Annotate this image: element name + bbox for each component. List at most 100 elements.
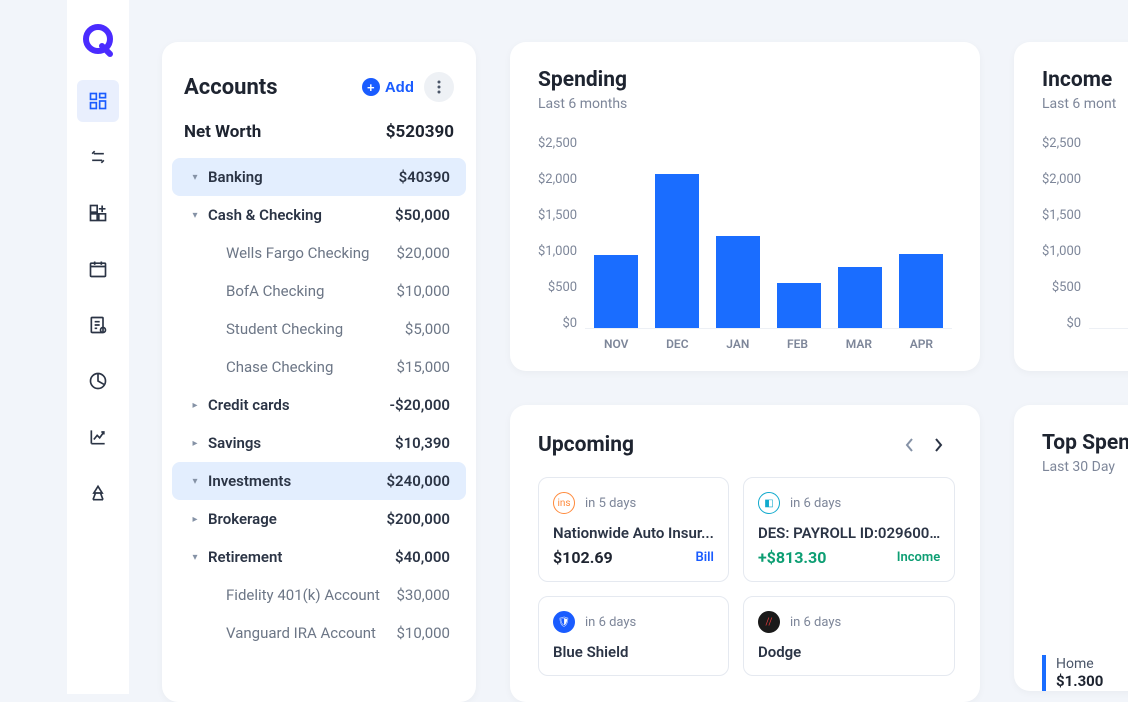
nav-investments[interactable] [77, 416, 119, 458]
txn-tag: Income [897, 550, 940, 565]
spending-bar[interactable] [838, 267, 882, 328]
row-chevron-icon: ▾ [188, 476, 202, 487]
account-value: $15,000 [396, 358, 450, 376]
account-label: Chase Checking [208, 358, 396, 376]
nav-dashboard[interactable] [77, 80, 119, 122]
nav-sidebar [67, 0, 129, 694]
upcoming-next-button[interactable] [924, 431, 952, 459]
spending-bar[interactable] [899, 254, 943, 328]
spending-subtitle: Last 6 months [538, 96, 952, 112]
x-tick-label: DEC [666, 337, 688, 351]
spending-bar[interactable] [716, 236, 760, 328]
account-row[interactable]: Chase Checking$15,000 [172, 348, 466, 386]
account-row[interactable]: ▾ Cash & Checking$50,000 [172, 196, 466, 234]
account-label: Cash & Checking [208, 206, 395, 224]
account-value: $10,000 [396, 282, 450, 300]
account-label: Savings [208, 434, 395, 452]
account-row[interactable]: ▸Savings$10,390 [172, 424, 466, 462]
account-value: $20,000 [396, 244, 450, 262]
x-tick-label: JAN [726, 337, 749, 351]
upcoming-item[interactable]: 🛡in 6 daysBlue Shield [538, 596, 729, 676]
nav-budgets[interactable] [77, 192, 119, 234]
spending-bars [585, 136, 952, 329]
upcoming-prev-button[interactable] [896, 431, 924, 459]
account-label: Retirement [208, 548, 395, 566]
x-tick-label: APR [910, 337, 933, 351]
txn-name: Nationwide Auto Insur... [553, 524, 714, 542]
merchant-icon: // [758, 611, 780, 633]
row-chevron-icon: ▸ [188, 438, 202, 449]
nav-reports[interactable] [77, 304, 119, 346]
topspend-subtitle: Last 30 Day [1042, 459, 1128, 475]
networth-value: $520390 [386, 122, 454, 142]
y-tick-label: $2,500 [538, 136, 577, 151]
nav-calendar[interactable] [77, 248, 119, 290]
account-value: -$20,000 [390, 396, 450, 414]
x-tick-label: NOV [604, 337, 628, 351]
account-row[interactable]: ▾Banking$40390 [172, 158, 466, 196]
txn-amount: +$813.30 [758, 548, 826, 567]
upcoming-item[interactable]: insin 5 daysNationwide Auto Insur...$102… [538, 477, 729, 582]
add-account-button[interactable]: + Add [362, 78, 414, 96]
upcoming-item[interactable]: // in 6 days Dodge [743, 596, 955, 676]
topspend-item[interactable]: Home $1.300 [1042, 655, 1128, 691]
account-row[interactable]: BofA Checking$10,000 [172, 272, 466, 310]
spending-chart: $2,500$2,000$1,500$1,000$500$0 NOVDECJAN… [538, 136, 952, 351]
account-row[interactable]: ▾ Retirement$40,000 [172, 538, 466, 576]
y-tick-label: $1,000 [538, 244, 577, 259]
account-value: $200,000 [386, 510, 450, 528]
account-label: Wells Fargo Checking [208, 244, 396, 262]
account-value: $40,000 [395, 548, 450, 566]
spending-bar[interactable] [594, 255, 638, 328]
txn-when: in 6 days [790, 615, 841, 630]
accounts-more-button[interactable] [424, 72, 454, 102]
txn-when: in 6 days [790, 496, 841, 511]
spending-x-axis: NOVDECJANFEBMARAPR [585, 329, 952, 351]
account-row[interactable]: Fidelity 401(k) Account$30,000 [172, 576, 466, 614]
row-chevron-icon: ▾ [188, 210, 202, 221]
account-value: $50,000 [395, 206, 450, 224]
add-label: Add [385, 79, 414, 96]
account-row[interactable]: ▾ Investments$240,000 [172, 462, 466, 500]
y-tick-label: $2,000 [1042, 172, 1081, 187]
accounts-list: ▾Banking$40390▾Cash & Checking$50,000Wel… [162, 158, 476, 652]
account-row[interactable]: ▸Credit cards-$20,000 [172, 386, 466, 424]
account-label: Fidelity 401(k) Account [208, 586, 396, 604]
accounts-panel: Accounts + Add Net Worth $520390 ▾Bankin… [162, 42, 476, 702]
row-chevron-icon: ▾ [188, 172, 202, 183]
income-title: Income [1042, 68, 1128, 92]
top-spending-card: Top Spen Last 30 Day Home $1.300 [1014, 405, 1128, 691]
topspend-value: $1.300 [1056, 672, 1103, 690]
app-logo [80, 22, 116, 58]
y-tick-label: $0 [538, 316, 577, 331]
topspend-label: Home [1056, 656, 1103, 672]
y-tick-label: $0 [1042, 316, 1081, 331]
income-subtitle: Last 6 mont [1042, 96, 1128, 112]
accounts-title: Accounts [184, 75, 362, 100]
txn-tag: Bill [696, 550, 714, 565]
account-row[interactable]: ▸Brokerage$200,000 [172, 500, 466, 538]
topspend-bar [1042, 655, 1046, 691]
account-label: Investments [208, 472, 386, 490]
account-row[interactable]: Vanguard IRA Account$10,000 [172, 614, 466, 652]
account-value: $5,000 [405, 320, 450, 338]
upcoming-title: Upcoming [538, 433, 896, 457]
account-value: $240,000 [386, 472, 450, 490]
nav-pie[interactable] [77, 360, 119, 402]
spending-card: Spending Last 6 months $2,500$2,000$1,50… [510, 42, 980, 371]
nav-goals[interactable] [77, 472, 119, 514]
spending-bar[interactable] [777, 283, 821, 328]
row-chevron-icon: ▾ [188, 552, 202, 563]
y-tick-label: $2,500 [1042, 136, 1081, 151]
merchant-icon: ins [553, 492, 575, 514]
account-label: Credit cards [208, 396, 390, 414]
networth-label: Net Worth [184, 122, 261, 142]
y-tick-label: $1,500 [538, 208, 577, 223]
nav-transactions[interactable] [77, 136, 119, 178]
account-row[interactable]: Wells Fargo Checking$20,000 [172, 234, 466, 272]
row-chevron-icon: ▸ [188, 514, 202, 525]
upcoming-item[interactable]: ◧in 6 daysDES: PAYROLL ID:029600…+$813.3… [743, 477, 955, 582]
account-row[interactable]: Student Checking$5,000 [172, 310, 466, 348]
spending-bar[interactable] [655, 174, 699, 328]
txn-name: Dodge [758, 643, 940, 661]
